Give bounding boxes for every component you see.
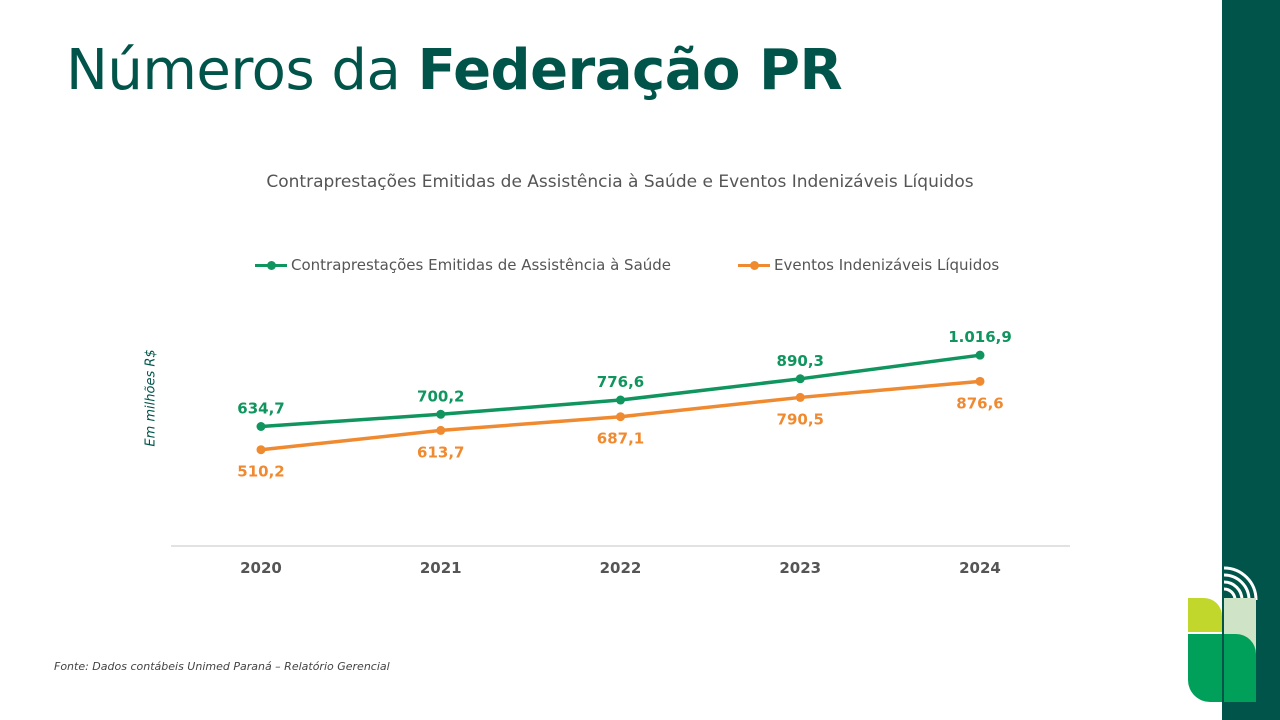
data-label-0: 890,3 [777, 352, 824, 370]
data-point-1 [795, 392, 805, 402]
data-point-0 [795, 374, 805, 384]
data-label-0: 700,2 [417, 387, 464, 405]
data-point-0 [616, 395, 625, 405]
x-tick-label: 2022 [600, 559, 642, 577]
x-tick-label: 2024 [959, 559, 1001, 577]
data-label-1: 510,2 [237, 463, 284, 481]
data-point-1 [975, 376, 985, 386]
x-tick-label: 2021 [420, 559, 462, 577]
data-point-1 [436, 425, 446, 435]
chart-title: Contraprestações Emitidas de Assistência… [266, 172, 974, 192]
data-label-1: 687,1 [597, 430, 644, 448]
unimed-logo-icon [1188, 566, 1258, 702]
data-point-1 [616, 412, 625, 422]
legend-label-eventos: Eventos Indenizáveis Líquidos [774, 256, 1000, 274]
data-label-1: 613,7 [417, 443, 464, 461]
legend-item-eventos: Eventos Indenizáveis Líquidos [738, 255, 999, 275]
page-title-bold: Federação PR [417, 38, 843, 103]
x-tick-label: 2020 [240, 559, 282, 577]
data-label-0: 634,7 [237, 400, 284, 418]
legend-marker-orange [738, 260, 770, 270]
page-title-regular: Números da [66, 38, 401, 103]
x-tick-label: 2023 [779, 559, 821, 577]
data-point-0 [975, 350, 985, 360]
legend-item-contraprestacoes: Contraprestações Emitidas de Assistência… [255, 255, 671, 275]
source-note: Fonte: Dados contábeis Unimed Paraná – R… [54, 660, 390, 673]
data-point-1 [256, 445, 266, 455]
data-label-1: 876,6 [956, 394, 1003, 412]
legend-label-contraprestacoes: Contraprestações Emitidas de Assistência… [291, 256, 672, 274]
legend-marker-green [255, 260, 287, 270]
data-point-0 [256, 422, 266, 431]
page-title: Números da Federação PR [66, 38, 843, 103]
data-point-0 [436, 409, 446, 419]
data-label-1: 790,5 [777, 410, 824, 428]
data-label-0: 1.016,9 [948, 328, 1012, 346]
data-label-0: 776,6 [597, 373, 644, 391]
